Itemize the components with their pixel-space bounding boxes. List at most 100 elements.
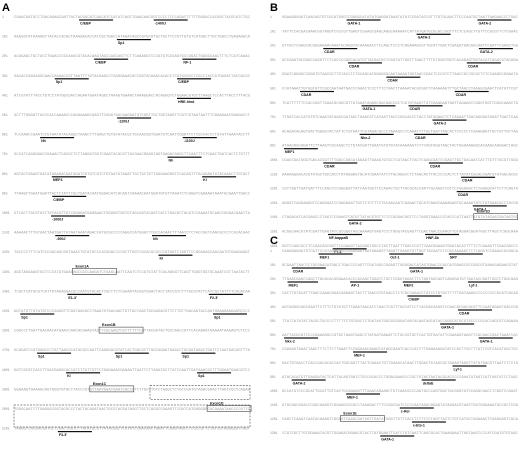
sequence-text: AAAAACTTTGTGACTAATGATTATAATAAATAGACCATGC… — [14, 231, 250, 235]
site-label: CDAR — [349, 64, 360, 68]
binding-site-bar — [197, 372, 232, 374]
sequence-text: ATAACAGCAGATTCTTAAGTCGCAGGCTCTGTACGATTGA… — [282, 144, 518, 148]
binding-site-bar — [318, 253, 353, 255]
position-number: 801 — [270, 129, 276, 133]
site-label: GATA-2 — [478, 21, 491, 25]
sequence-text: CAGAGAGGATGTCATTCCATAACCAGGCGAGGAATGATGA… — [282, 249, 518, 253]
sequence-text: GACACCAGGAGGCAACCAGAACCGTTAATTTTGTACGAGC… — [14, 74, 250, 78]
position-number: 401 — [2, 93, 8, 97]
sequence-row: 1201 CAGCTCAAATCAATACAAAGTCGGAGTCAAGCGATG… — [270, 412, 518, 428]
binding-site-bar — [208, 293, 243, 295]
sequence-text: ACGGACACAGTGATTGGGGTACTATTCTGTAATTCGTAGA… — [282, 129, 518, 133]
exon-region-outline — [149, 385, 251, 400]
position-number: 101 — [2, 35, 8, 39]
exon-box — [98, 326, 144, 334]
site-label: Oct-1 — [390, 255, 399, 259]
position-number: 701 — [270, 115, 276, 119]
binding-site-bar — [94, 58, 129, 60]
site-label: C/EBP — [408, 297, 420, 301]
sequence-text: GCCATCAGGGAACCGAAACTCACGCTCTTAGGATGGTCGA… — [14, 152, 250, 156]
sequence-text: TTGAACGAGCCAGCTTACACACGGGAACACCCACAGCTGG… — [282, 277, 518, 281]
position-number: 2101 — [2, 427, 10, 431]
sequence-row: 1001 CGAGTAATGGGTGACACGGTTTTGACCGACATAGAA… — [270, 158, 518, 168]
binding-site-bar — [153, 19, 188, 21]
binding-site-bar — [416, 33, 451, 35]
position-number: 1001 — [270, 158, 278, 162]
binding-site-bar — [432, 119, 467, 121]
binding-site-bar — [402, 281, 431, 283]
position-number: 101 — [270, 263, 276, 267]
site-label: c-Ets-1 — [413, 423, 425, 427]
site-label: Nh — [41, 139, 46, 143]
site-label: Lyf-1 — [469, 283, 477, 287]
position-number: 501 — [270, 87, 276, 91]
sequence-text: TTAAGCTGGATGGATTACTCTATTCGCTGATACAATGGGA… — [14, 191, 250, 195]
site-label: CDAR — [324, 50, 335, 54]
sequence-row: 1401 TCGCTCATGCGTCATTATAGAGGACGCCAATGTACA… — [2, 289, 250, 299]
binding-site-bar — [117, 117, 152, 119]
sequence-text: CGAGTAATGGGTGACACGGTTTTGACCGACATAGAATTGA… — [282, 158, 518, 162]
sequence-row: 2001 TGGGCAATCTTGAGGGCGGTACGCCCTACTACAGAT… — [2, 402, 252, 412]
exon-region-outline — [13, 404, 251, 428]
sequence-text: AGTACTGAAGTGATATAAAGACGATAGATCGTGTCGTCTG… — [14, 172, 250, 176]
binding-site-bar — [152, 235, 187, 237]
binding-site-bar — [448, 253, 483, 255]
site-label: Sp1 — [214, 315, 221, 319]
sequence-row: 501 TTATCATATACTACGCTGCCCCTTTTTCTGTGGCTCT… — [270, 319, 518, 329]
site-label: C/EBP — [53, 198, 65, 202]
binding-site-bar — [79, 19, 114, 21]
site-label: GATA-1 — [348, 21, 361, 25]
sequence-row: 1101 AAAAACTTTGTGACTAATGATTATAATAAATAGACC… — [2, 231, 250, 241]
sequence-row: 201 TTGAACGAGCCAGCTTACACACGGGAACACCCACAGC… — [270, 277, 518, 287]
position-number: 601 — [270, 333, 276, 337]
position-number: 1601 — [2, 329, 10, 333]
binding-site-bar — [361, 105, 396, 107]
sequence-text: GTCGCTCGAGCACGGGAGAACAAATGCAGGTACAAGGACC… — [282, 44, 518, 48]
binding-site-bar — [114, 352, 149, 354]
site-label: MEF4 — [53, 178, 63, 182]
sequence-text: AAGGGTATAAAAGTTACACCACACTAAAGACACCATCGCT… — [14, 35, 250, 39]
sequence-row: 501 CCATAAATTGTGGTATTCGCCAATAATGACCCAGACT… — [270, 87, 518, 97]
sequence-text: GCTTTGGGATTACCCACCAAAACCCAGAAAAGCGAGTTCG… — [14, 113, 250, 117]
binding-site-bar — [323, 162, 358, 164]
site-label: MEF1 — [285, 150, 295, 154]
site-label: Nkx-2 — [285, 339, 295, 343]
site-label: MEF1 — [320, 255, 330, 259]
sequence-row: 1501 AGTATGTTGTATGTCCCAGAGTTCGGTAACGCCTAA… — [2, 309, 250, 319]
site-label: Kl — [67, 374, 71, 378]
sequence-row: 1201 TACCCCTTTCATCCCGACAGCGGTAAACTGTATGCC… — [2, 250, 250, 260]
exon-box — [206, 405, 252, 412]
binding-site-bar — [327, 233, 362, 236]
binding-site-bar — [284, 337, 319, 339]
binding-site-bar — [40, 137, 75, 139]
position-number: 1101 — [2, 231, 10, 235]
sequence-row: 1 GGAAGGGGATCAACAGTGTCGCATGGGTCGGGGCATATA… — [270, 15, 518, 25]
binding-site-bar — [347, 219, 382, 221]
binding-site-bar — [407, 295, 442, 297]
binding-site-bar — [359, 133, 394, 135]
position-number: 201 — [270, 277, 276, 281]
sequence-text: GCCGAGTGCGGACCAGGTTCTCACCCGGGCACATGTTACG… — [282, 58, 518, 62]
sequence-row: 601 AATTACGCATCCCCGAAAGGCCGTGCTAAGTGAGCCT… — [270, 333, 518, 343]
binding-site-bar — [350, 281, 382, 283]
exon-box — [340, 415, 385, 422]
site-label: Nh — [169, 159, 174, 163]
site-label: Lyf-1 — [453, 367, 461, 371]
site-label: Exon1B — [102, 323, 116, 327]
sequence-row: 1901 GGGAAGTGAAAGCAGTAGGTGTACCTACCCGTGTTA… — [2, 382, 250, 393]
binding-site-bar — [458, 309, 493, 311]
site-label: Exon1A — [75, 264, 89, 268]
position-number: 301 — [2, 74, 8, 78]
site-label: AP-1 — [351, 283, 359, 287]
sequence-row: 2101 TAAGGTCACGACGATGCTCGACTGGTCTTACATGCG… — [2, 427, 250, 437]
binding-site-bar — [332, 248, 367, 250]
binding-site-bar — [411, 421, 446, 423]
binding-site-bar — [299, 90, 334, 93]
sequence-row: 701 CGAGAGTAAACTAACTTTCTTCTTAAATTCCGGGAGC… — [270, 347, 518, 357]
binding-site-bar — [66, 372, 101, 374]
binding-site-bar — [467, 281, 501, 283]
sequence-row: 601 TCATTTTTTCCACCGGTTGGACGCGGCGTTATAAATA… — [270, 101, 518, 111]
binding-site-bar — [425, 233, 460, 236]
sequence-row: 1 CAGAGAGGATGTCATTCCATAACCAGGCGAGGAATGATG… — [270, 249, 518, 259]
